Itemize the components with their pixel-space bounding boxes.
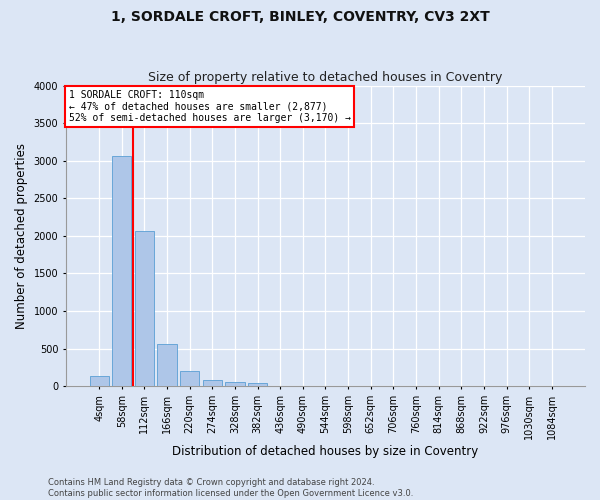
Text: 1 SORDALE CROFT: 110sqm
← 47% of detached houses are smaller (2,877)
52% of semi: 1 SORDALE CROFT: 110sqm ← 47% of detache… bbox=[68, 90, 350, 124]
Bar bbox=[180, 371, 199, 386]
X-axis label: Distribution of detached houses by size in Coventry: Distribution of detached houses by size … bbox=[172, 444, 479, 458]
Bar bbox=[248, 383, 267, 386]
Title: Size of property relative to detached houses in Coventry: Size of property relative to detached ho… bbox=[148, 72, 503, 85]
Bar bbox=[112, 156, 131, 386]
Bar bbox=[135, 232, 154, 386]
Bar bbox=[226, 382, 245, 386]
Bar bbox=[157, 344, 176, 386]
Y-axis label: Number of detached properties: Number of detached properties bbox=[15, 143, 28, 329]
Bar bbox=[203, 380, 222, 386]
Text: Contains HM Land Registry data © Crown copyright and database right 2024.
Contai: Contains HM Land Registry data © Crown c… bbox=[48, 478, 413, 498]
Text: 1, SORDALE CROFT, BINLEY, COVENTRY, CV3 2XT: 1, SORDALE CROFT, BINLEY, COVENTRY, CV3 … bbox=[110, 10, 490, 24]
Bar bbox=[89, 376, 109, 386]
